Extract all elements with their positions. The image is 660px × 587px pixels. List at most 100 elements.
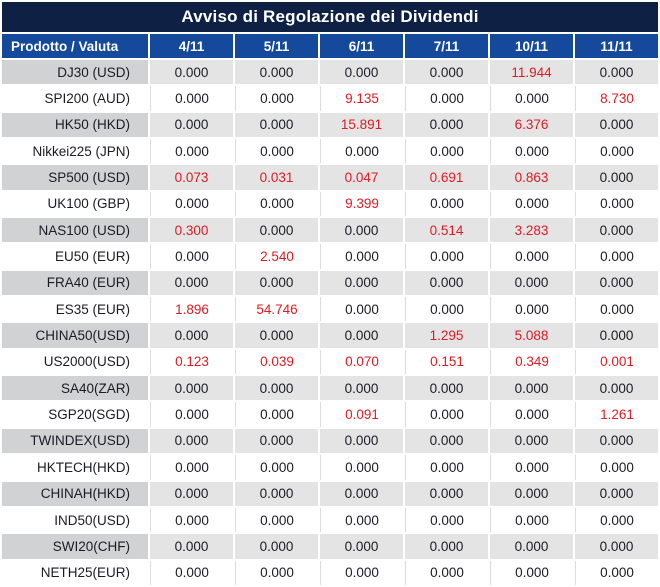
dividend-value-cell: 15.891 — [320, 112, 403, 138]
dividend-value-cell: 0.000 — [235, 323, 318, 348]
dividend-value-cell: 0.000 — [150, 60, 233, 85]
column-header-date-5: 10/11 — [490, 34, 573, 58]
title-row: Avviso di Regolazione dei Dividendi — [2, 2, 659, 32]
dividend-value-cell: 0.000 — [405, 428, 488, 454]
product-cell: Nikkei225 (JPN) — [2, 139, 148, 164]
dividend-value-cell: 0.000 — [150, 323, 233, 348]
dividend-value-cell: 0.000 — [235, 60, 318, 85]
dividend-value-cell: 0.000 — [405, 244, 488, 269]
dividend-value-cell: 0.000 — [320, 481, 403, 506]
dividend-value-cell: 0.000 — [575, 297, 659, 322]
product-cell: ES35 (EUR) — [2, 297, 148, 322]
dividend-value-cell: 0.000 — [575, 481, 659, 506]
product-cell: CHINAH(HKD) — [2, 481, 148, 506]
dividend-value-cell: 0.000 — [575, 218, 659, 243]
table-row: HKTECH(HKD) 0.000 0.000 0.000 0.000 0.000 0.00… — [2, 455, 659, 480]
table-row: SGP20(SGD) 0.000 0.000 0.091 0.000 0.000 1.261 — [2, 402, 659, 427]
product-cell: IND50(USD) — [2, 507, 148, 533]
table-row: SP500 (USD) 0.073 0.031 0.047 0.691 0.863 0.00… — [2, 165, 659, 190]
product-cell: SGP20(SGD) — [2, 402, 148, 427]
dividend-value-cell: 9.399 — [320, 191, 403, 217]
column-header-date-1: 4/11 — [150, 34, 233, 58]
dividend-value-cell: 0.000 — [490, 191, 573, 217]
product-cell: US2000(USD) — [2, 349, 148, 375]
dividend-value-cell: 0.000 — [405, 455, 488, 480]
column-header-row: Prodotto / Valuta 4/11 5/11 6/11 7/11 10… — [2, 34, 659, 58]
dividend-value-cell: 0.000 — [235, 534, 318, 559]
dividend-value-cell: 0.000 — [320, 218, 403, 243]
dividend-value-cell: 0.000 — [320, 455, 403, 480]
product-cell: DJ30 (USD) — [2, 60, 148, 85]
dividend-value-cell: 0.000 — [575, 191, 659, 217]
dividend-value-cell: 0.000 — [320, 507, 403, 533]
dividend-value-cell: 0.000 — [575, 139, 659, 164]
dividend-value-cell: 0.000 — [405, 60, 488, 85]
dividend-value-cell: 0.000 — [150, 455, 233, 480]
dividend-value-cell: 0.000 — [320, 297, 403, 322]
product-cell: NAS100 (USD) — [2, 218, 148, 243]
product-cell: SWI20(CHF) — [2, 534, 148, 559]
dividend-value-cell: 0.000 — [575, 323, 659, 348]
dividend-value-cell: 1.261 — [575, 402, 659, 427]
product-cell: FRA40 (EUR) — [2, 270, 148, 296]
product-cell: TWINDEX(USD) — [2, 428, 148, 454]
dividend-value-cell: 0.000 — [405, 534, 488, 559]
dividend-value-cell: 0.000 — [575, 428, 659, 454]
dividend-value-cell: 0.000 — [150, 191, 233, 217]
dividend-value-cell: 0.000 — [490, 560, 573, 585]
product-cell: CHINA50(USD) — [2, 323, 148, 348]
dividend-value-cell: 0.000 — [490, 270, 573, 296]
dividend-value-cell: 9.135 — [320, 86, 403, 111]
dividend-value-cell: 0.000 — [575, 112, 659, 138]
column-header-product: Prodotto / Valuta — [2, 34, 148, 58]
dividend-value-cell: 0.091 — [320, 402, 403, 427]
dividend-value-cell: 0.073 — [150, 165, 233, 190]
dividend-value-cell: 0.000 — [320, 270, 403, 296]
dividend-value-cell: 0.000 — [405, 112, 488, 138]
dividend-value-cell: 0.000 — [575, 534, 659, 559]
dividend-value-cell: 0.000 — [235, 402, 318, 427]
table-row: EU50 (EUR) 0.000 2.540 0.000 0.000 0.000 0.000 — [2, 244, 659, 269]
dividend-value-cell: 0.000 — [575, 376, 659, 401]
dividend-value-cell: 0.001 — [575, 349, 659, 375]
dividend-value-cell: 0.000 — [490, 244, 573, 269]
dividend-value-cell: 0.000 — [490, 139, 573, 164]
dividend-value-cell: 0.000 — [150, 376, 233, 401]
dividend-value-cell: 0.000 — [150, 402, 233, 427]
dividend-value-cell: 0.000 — [235, 455, 318, 480]
dividend-value-cell: 0.000 — [235, 428, 318, 454]
dividend-value-cell: 0.000 — [490, 86, 573, 111]
table-row: ES35 (EUR) 1.896 54.746 0.000 0.000 0.000 0.00… — [2, 297, 659, 322]
page-title: Avviso di Regolazione dei Dividendi — [2, 2, 659, 32]
table-row: UK100 (GBP) 0.000 0.000 9.399 0.000 0.000 0.00… — [2, 191, 659, 217]
dividend-value-cell: 0.000 — [490, 428, 573, 454]
dividend-value-cell: 2.540 — [235, 244, 318, 269]
dividend-value-cell: 0.000 — [575, 60, 659, 85]
table-row: SWI20(CHF) 0.000 0.000 0.000 0.000 0.000 0.000 — [2, 534, 659, 559]
dividend-value-cell: 0.000 — [320, 560, 403, 585]
dividend-value-cell: 11.944 — [490, 60, 573, 85]
dividend-value-cell: 0.000 — [235, 191, 318, 217]
dividend-value-cell: 0.000 — [320, 139, 403, 164]
dividend-value-cell: 0.031 — [235, 165, 318, 190]
dividend-value-cell: 0.000 — [150, 244, 233, 269]
table-row: DJ30 (USD) 0.000 0.000 0.000 0.000 11.944 0.00… — [2, 60, 659, 85]
table-row: CHINA50(USD) 0.000 0.000 0.000 1.295 5.088 0.0… — [2, 323, 659, 348]
dividend-value-cell: 0.000 — [320, 60, 403, 85]
dividend-value-cell: 0.000 — [320, 534, 403, 559]
table-row: CHINAH(HKD) 0.000 0.000 0.000 0.000 0.000 0.00… — [2, 481, 659, 506]
dividend-value-cell: 0.000 — [405, 86, 488, 111]
dividend-value-cell: 0.000 — [320, 376, 403, 401]
dividend-value-cell: 0.000 — [490, 297, 573, 322]
table-row: HK50 (HKD) 0.000 0.000 15.891 0.000 6.376 0.00… — [2, 112, 659, 138]
table-row: Nikkei225 (JPN) 0.000 0.000 0.000 0.000 0.000… — [2, 139, 659, 164]
table-row: NETH25(EUR) 0.000 0.000 0.000 0.000 0.000 0.00… — [2, 560, 659, 585]
dividend-value-cell: 1.295 — [405, 323, 488, 348]
product-cell: SP500 (USD) — [2, 165, 148, 190]
dividend-value-cell: 0.000 — [575, 560, 659, 585]
dividend-value-cell: 0.514 — [405, 218, 488, 243]
dividend-value-cell: 0.000 — [235, 86, 318, 111]
column-header-date-2: 5/11 — [235, 34, 318, 58]
column-header-date-3: 6/11 — [320, 34, 403, 58]
